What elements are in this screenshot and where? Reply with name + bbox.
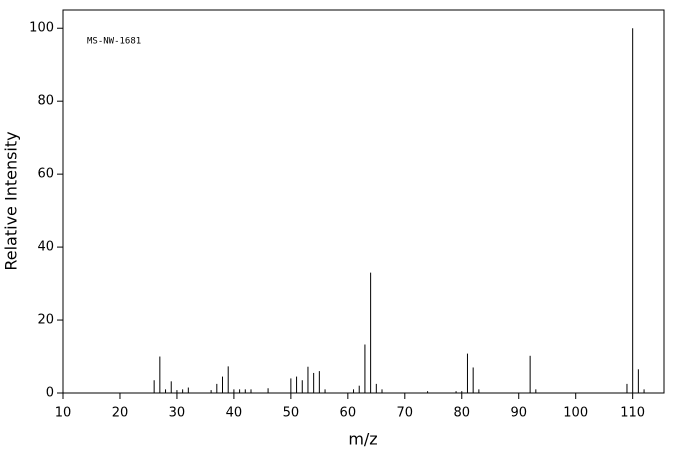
x-axis-label: m/z xyxy=(348,430,377,449)
x-tick-label: 10 xyxy=(55,406,72,421)
x-tick-label: 50 xyxy=(283,406,300,421)
y-tick-label: 40 xyxy=(37,240,54,255)
x-tick-label: 80 xyxy=(453,406,470,421)
x-tick-label: 30 xyxy=(169,406,186,421)
x-tick-label: 90 xyxy=(510,406,527,421)
x-tick-label: 100 xyxy=(563,406,588,421)
annotation: MS-NW-1681 xyxy=(87,37,141,47)
y-tick-label: 0 xyxy=(46,386,54,401)
y-tick-label: 100 xyxy=(29,21,54,36)
x-tick-label: 60 xyxy=(340,406,357,421)
y-tick-label: 20 xyxy=(37,313,54,328)
x-tick-label: 20 xyxy=(112,406,129,421)
plot-frame xyxy=(62,9,665,394)
x-tick-label: 40 xyxy=(226,406,243,421)
y-axis-label: Relative Intensity xyxy=(2,131,21,270)
x-tick-label: 110 xyxy=(620,406,645,421)
y-tick-label: 60 xyxy=(37,167,54,182)
x-tick-label: 70 xyxy=(397,406,414,421)
y-tick-label: 80 xyxy=(37,94,54,109)
